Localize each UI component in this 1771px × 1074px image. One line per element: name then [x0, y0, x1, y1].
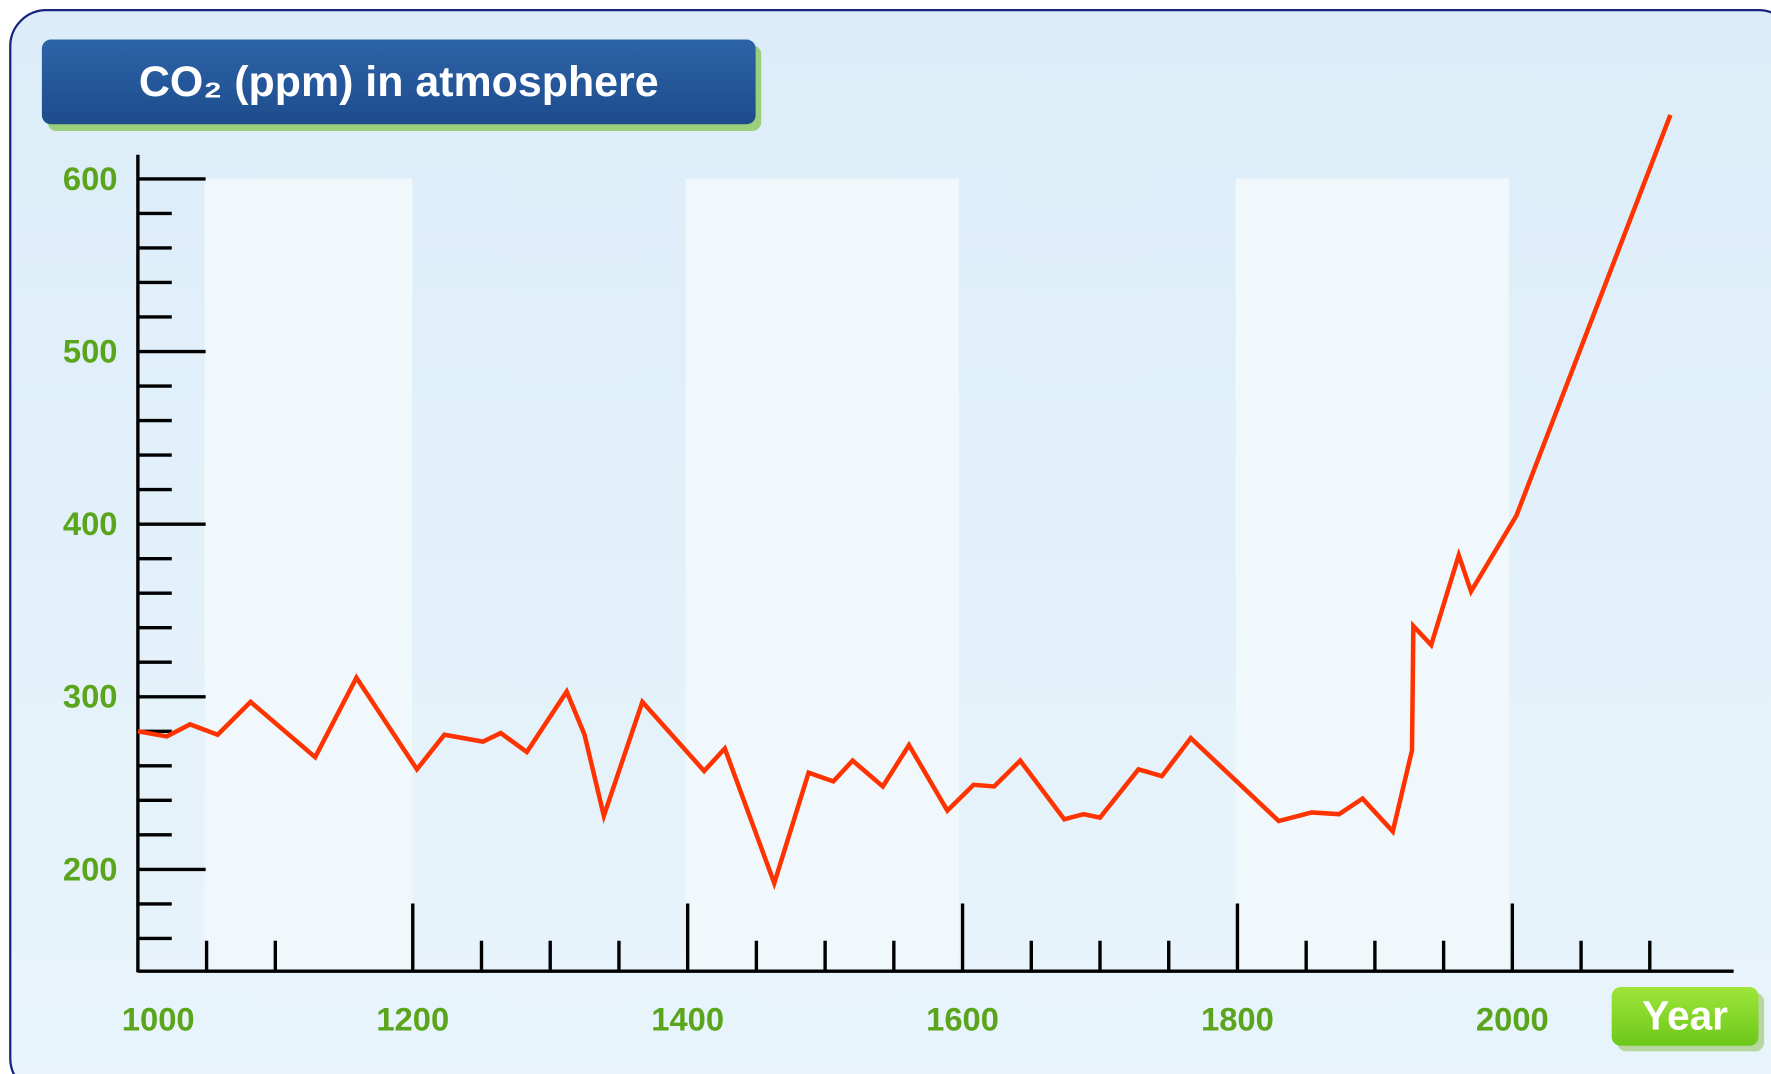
plot: 200 300 400 500 600 1000 1200 1400 1600 1800 2000: [63, 114, 1734, 1038]
y-tick-label: 600: [63, 160, 118, 197]
band: [685, 178, 959, 972]
x-tick-label: 1400: [651, 1001, 724, 1038]
y-tick-label: 300: [63, 678, 118, 715]
x-tick-label: 2000: [1476, 1001, 1549, 1038]
band: [204, 178, 413, 972]
x-tick-label: 1200: [376, 1001, 449, 1038]
x-tick-label: 1600: [926, 1001, 999, 1038]
y-tick-label: 200: [63, 850, 118, 887]
chart-title: CO₂ (ppm) in atmosphere: [139, 58, 659, 106]
y-tick-label: 400: [63, 505, 118, 542]
co2-line: [137, 114, 1673, 891]
x-tick-label: 1000: [122, 1001, 195, 1038]
band: [1235, 178, 1509, 972]
x-label-box: [1611, 987, 1759, 1046]
x-axis-label: Year: [1642, 992, 1728, 1038]
x-tick-label: 1800: [1201, 1001, 1274, 1038]
y-tick-label: 500: [63, 332, 118, 369]
title-box: [41, 39, 756, 125]
